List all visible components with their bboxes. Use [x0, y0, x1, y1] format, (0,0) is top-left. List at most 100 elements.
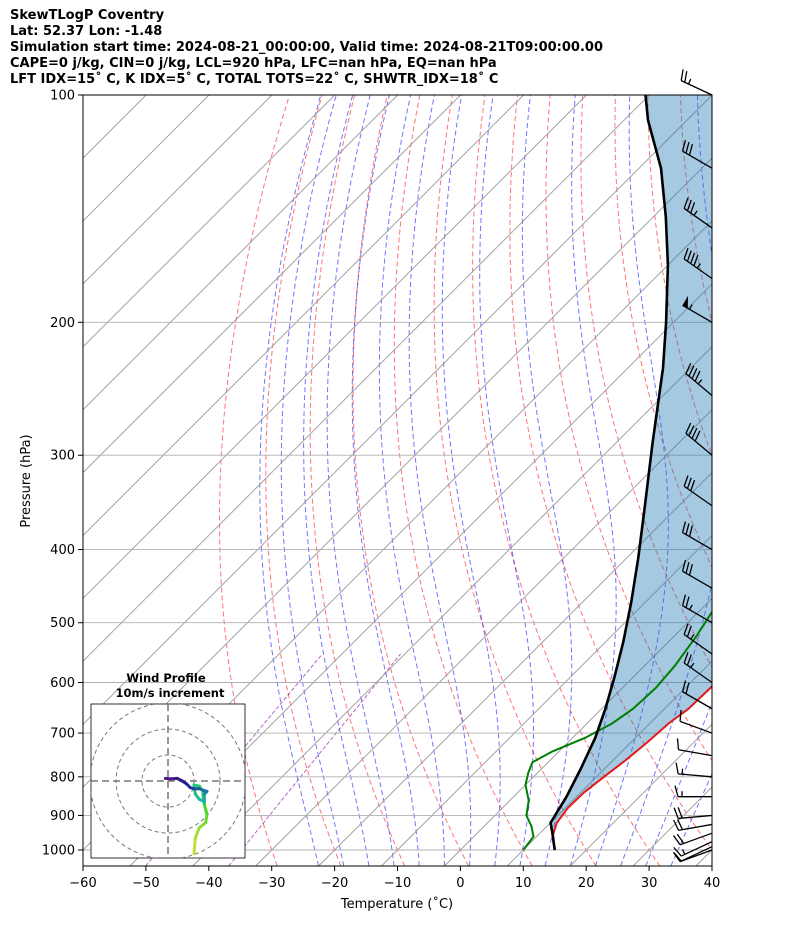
hodograph-segment — [193, 826, 201, 840]
y-tick-label: 800 — [50, 770, 75, 785]
cape-line: CAPE=0 j/kg, CIN=0 j/kg, LCL=920 hPa, LF… — [10, 56, 497, 71]
x-axis-label: Temperature (˚C) — [340, 896, 453, 912]
y-tick-label: 100 — [50, 89, 75, 104]
x-tick-label: −20 — [321, 876, 348, 891]
inset-subtitle: 10m/s increment — [116, 686, 225, 700]
y-tick-label: 400 — [50, 543, 75, 558]
dry-adiabat — [309, 95, 406, 866]
dry-adiabat — [472, 95, 661, 866]
isotherm — [444, 597, 712, 866]
moist-adiabat — [351, 95, 420, 866]
isotherm — [569, 723, 712, 866]
hodograph-segment — [202, 802, 209, 817]
wind-barb — [681, 680, 713, 710]
location-line: Lat: 52.37 Lon: -1.48 — [10, 24, 163, 39]
chart-header: SkewTLogP Coventry Lat: 52.37 Lon: -1.48… — [10, 8, 603, 88]
x-tick-label: −60 — [69, 876, 96, 891]
wind-profile-inset: Wind Profile 10m/s increment — [90, 671, 246, 859]
dry-adiabat — [746, 95, 794, 866]
isotherm — [506, 660, 712, 866]
isotherm — [255, 409, 712, 866]
isotherm — [83, 95, 461, 474]
wind-barb — [672, 832, 713, 846]
moist-adiabat — [521, 95, 573, 866]
dry-adiabat — [580, 95, 712, 669]
x-tick-label: 20 — [578, 876, 595, 891]
hodograph-segment — [192, 836, 197, 856]
isotherm — [83, 95, 524, 537]
y-tick-label: 1000 — [42, 844, 75, 859]
wind-barb — [681, 559, 713, 589]
isotherm — [83, 95, 587, 600]
isotherm — [129, 283, 712, 866]
moist-adiabat — [378, 95, 445, 866]
moist-adiabat — [670, 772, 712, 866]
moist-adiabat — [259, 95, 322, 866]
wind-barb — [683, 475, 713, 507]
y-tick-label: 500 — [50, 616, 75, 631]
y-tick-label: 300 — [50, 449, 75, 464]
wind-barb — [683, 652, 713, 684]
wind-barb — [680, 69, 713, 96]
y-axis-label: Pressure (hPa) — [19, 434, 34, 527]
dry-adiabat — [778, 95, 794, 866]
moist-adiabat — [326, 95, 395, 866]
x-tick-label: −10 — [384, 876, 411, 891]
wind-barb — [681, 594, 713, 624]
x-tick-label: −50 — [132, 876, 159, 891]
chart-title: SkewTLogP Coventry — [10, 8, 165, 23]
dry-adiabat — [219, 95, 290, 866]
isotherm — [83, 95, 336, 348]
moist-adiabat — [280, 95, 345, 866]
moist-adiabat — [408, 95, 472, 866]
dewpoint-line — [522, 610, 712, 851]
x-tick-label: 30 — [641, 876, 658, 891]
wind-barb — [682, 295, 713, 323]
wind-barb — [673, 841, 713, 857]
y-tick-label: 200 — [50, 316, 75, 331]
isotherm — [318, 471, 712, 866]
moist-adiabat — [569, 95, 617, 866]
x-tick-label: −40 — [195, 876, 222, 891]
isotherm — [83, 95, 650, 662]
dry-adiabat — [713, 95, 794, 866]
time-line: Simulation start time: 2024-08-21_00:00:… — [10, 40, 603, 55]
moist-adiabat — [620, 95, 712, 866]
isotherm — [0, 95, 20, 866]
wind-barb — [683, 623, 713, 655]
moist-adiabat — [594, 95, 669, 866]
wind-barb — [685, 422, 713, 456]
wind-barb — [681, 139, 713, 169]
wind-barb — [683, 197, 713, 229]
wind-barb — [676, 738, 713, 757]
y-tick-label: 900 — [50, 809, 75, 824]
wind-barb — [675, 762, 713, 778]
moist-adiabat — [645, 700, 712, 866]
isotherm — [83, 95, 399, 411]
wind-barb — [673, 819, 713, 831]
hodograph-segment — [163, 776, 173, 781]
wind-barbs — [672, 69, 713, 863]
dry-adiabat — [265, 95, 342, 866]
moist-adiabat — [303, 95, 370, 866]
x-tick-label: 10 — [515, 876, 532, 891]
x-tick-label: 0 — [456, 876, 464, 891]
x-tick-label: 40 — [704, 876, 721, 891]
inset-title: Wind Profile — [126, 671, 206, 685]
temperature-line — [551, 684, 712, 851]
wind-barb — [685, 362, 713, 396]
wind-barb — [673, 807, 713, 820]
isotherm — [83, 95, 712, 725]
wind-barb — [679, 710, 713, 734]
dry-adiabat — [393, 95, 533, 866]
moist-adiabat — [441, 95, 501, 866]
dry-adiabat — [433, 95, 597, 866]
index-line: LFT IDX=15˚ C, K IDX=5˚ C, TOTAL TOTS=22… — [10, 72, 499, 87]
wind-barb — [674, 785, 712, 798]
wind-barb — [683, 248, 713, 280]
wind-barb — [673, 846, 713, 862]
dry-adiabat — [647, 95, 712, 457]
dry-adiabat — [545, 95, 712, 762]
isotherm — [381, 534, 712, 866]
